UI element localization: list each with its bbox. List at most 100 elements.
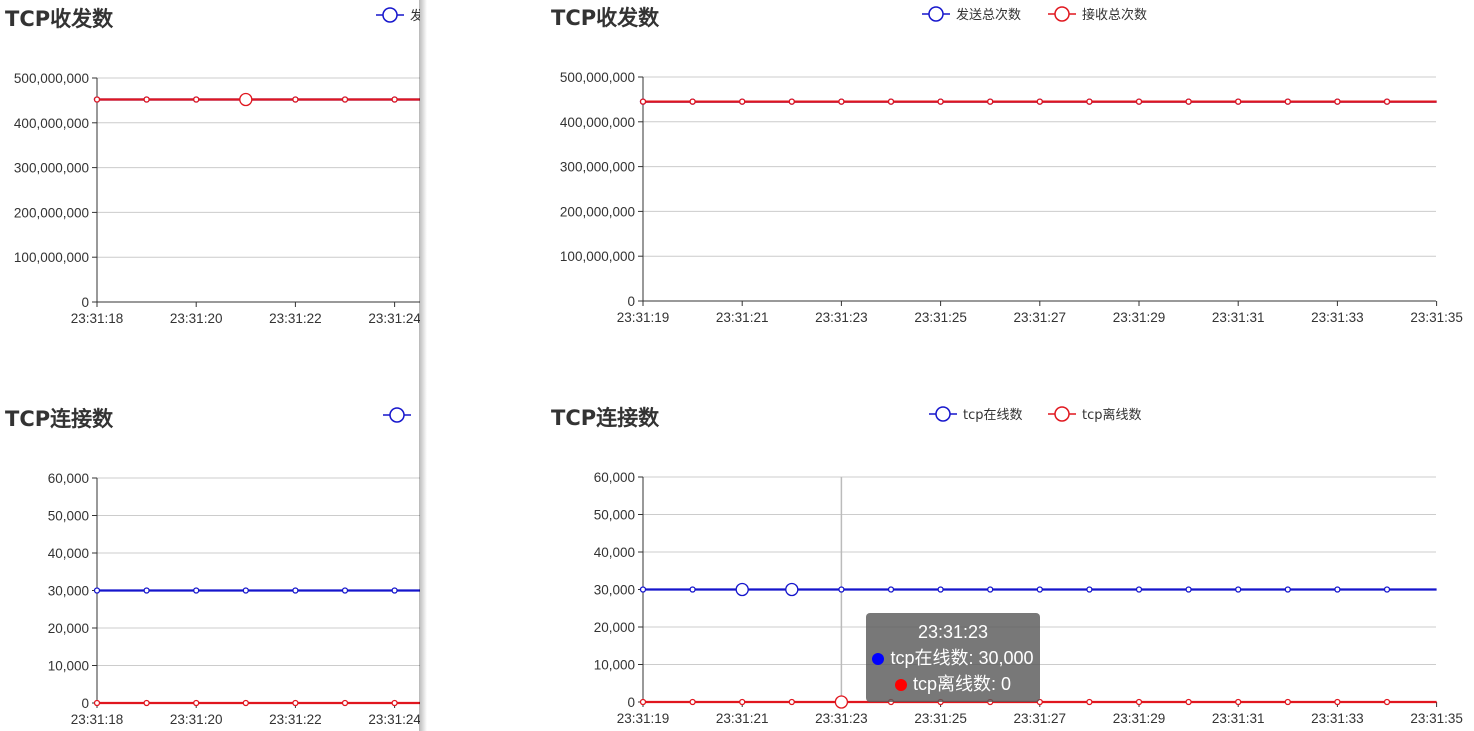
data-point (987, 98, 994, 105)
x-tick-label: 23:31:22 (269, 712, 322, 727)
data-point (1185, 98, 1192, 105)
data-point (1383, 698, 1391, 706)
tooltip-row-online: tcp在线数: 30,000 (866, 645, 1040, 671)
x-tick-label: 23:31:25 (914, 310, 967, 325)
tooltip-online-value: tcp在线数: 30,000 (890, 648, 1034, 668)
data-point (739, 698, 746, 706)
data-point (93, 587, 101, 594)
x-tick-label: 23:31:27 (1014, 310, 1067, 325)
legend-marker-icon (1054, 406, 1070, 422)
x-tick-label: 23:31:23 (815, 711, 868, 726)
data-point (689, 586, 696, 593)
left-charts-canvas: TCP收发数 发 0 100,000,000 200,000,000 300,000,00… (5, 7, 420, 727)
y-tick-label: 10,000 (48, 659, 89, 674)
y-tick-label: 400,000,000 (14, 116, 89, 131)
y-tick-label: 30,000 (48, 584, 89, 599)
x-tick-label: 23:31:31 (1212, 310, 1265, 325)
pane-divider-shadow (419, 0, 427, 731)
data-point (788, 98, 795, 105)
data-point (689, 98, 696, 105)
data-point (1284, 698, 1291, 706)
legend-marker-icon (1054, 6, 1070, 22)
x-tick-label: 23:31:22 (269, 311, 322, 326)
chart-tooltip: 23:31:23 tcp在线数: 30,000 tcp离线数: 0 (866, 613, 1040, 702)
y-tick-label: 30,000 (594, 583, 635, 598)
data-point (1235, 586, 1242, 593)
data-point (689, 698, 696, 706)
legend-label: 发 (410, 8, 420, 24)
data-point (193, 96, 200, 103)
x-tick-label: 23:31:27 (1014, 711, 1067, 726)
y-tick-label: 40,000 (594, 545, 635, 560)
y-tick-label: 0 (627, 294, 635, 309)
data-point (1135, 698, 1143, 706)
legend-label: 接收总次数 (1082, 7, 1147, 23)
left-overlay-pane: TCP收发数 发 0 100,000,000 200,000,000 300,000,00… (0, 0, 420, 731)
x-tick-label: 23:31:33 (1311, 711, 1364, 726)
data-point (341, 699, 349, 707)
data-point (193, 699, 200, 707)
data-point (292, 699, 299, 707)
y-tick-label: 40,000 (48, 546, 89, 561)
data-point (639, 586, 647, 593)
y-tick-label: 50,000 (48, 509, 89, 524)
data-point (739, 98, 746, 105)
y-tick-label: 50,000 (594, 508, 635, 523)
x-tick-label: 23:31:29 (1113, 310, 1166, 325)
data-point (1235, 698, 1242, 706)
data-point (93, 96, 101, 103)
data-point (143, 96, 150, 103)
y-tick-label: 60,000 (594, 470, 635, 485)
data-point (1185, 586, 1192, 593)
x-tick-label: 23:31:18 (71, 712, 124, 727)
x-tick-label: 23:31:24 (368, 712, 420, 727)
data-point (1135, 586, 1143, 593)
tooltip-offline-value: tcp离线数: 0 (912, 674, 1012, 694)
x-tick-label: 23:31:20 (170, 712, 223, 727)
data-point (1135, 98, 1143, 105)
data-point (937, 98, 944, 105)
y-tick-label: 60,000 (48, 471, 89, 486)
data-point (1334, 586, 1341, 593)
chart-title: TCP收发数 (5, 7, 114, 31)
data-point (1086, 586, 1093, 593)
data-point (242, 699, 249, 707)
legend-label: 发送总次数 (956, 7, 1021, 23)
y-tick-label: 20,000 (48, 621, 89, 636)
legend-label: tcp离线数 (1082, 407, 1142, 423)
data-point (242, 587, 249, 594)
chart-title: TCP连接数 (551, 406, 660, 430)
legend-marker-icon (389, 407, 405, 423)
data-point (1086, 98, 1093, 105)
y-tick-label: 100,000,000 (560, 249, 635, 264)
data-point (639, 698, 647, 706)
data-point (1334, 698, 1341, 706)
data-point (1284, 98, 1291, 105)
y-tick-label: 100,000,000 (14, 250, 89, 265)
x-tick-label: 23:31:19 (617, 711, 670, 726)
x-tick-label: 23:31:25 (914, 711, 967, 726)
x-tick-label: 23:31:35 (1410, 711, 1463, 726)
chart-title: TCP收发数 (551, 6, 660, 30)
data-point (1334, 98, 1341, 105)
data-point (1185, 698, 1192, 706)
data-point (193, 587, 200, 594)
data-point (1086, 698, 1093, 706)
data-point (341, 96, 349, 103)
x-tick-label: 23:31:20 (170, 311, 223, 326)
data-point (937, 586, 944, 593)
y-tick-label: 10,000 (594, 658, 635, 673)
data-point (735, 582, 749, 597)
data-point (785, 582, 799, 597)
data-point (1036, 98, 1043, 105)
y-tick-label: 200,000,000 (14, 205, 89, 220)
x-tick-label: 23:31:23 (815, 310, 868, 325)
data-point (1036, 586, 1043, 593)
y-tick-label: 300,000,000 (14, 161, 89, 176)
x-tick-label: 23:31:21 (716, 310, 769, 325)
y-tick-label: 400,000,000 (560, 115, 635, 130)
data-point (1383, 98, 1391, 105)
y-tick-label: 200,000,000 (560, 204, 635, 219)
offline-dot-icon (894, 679, 907, 691)
